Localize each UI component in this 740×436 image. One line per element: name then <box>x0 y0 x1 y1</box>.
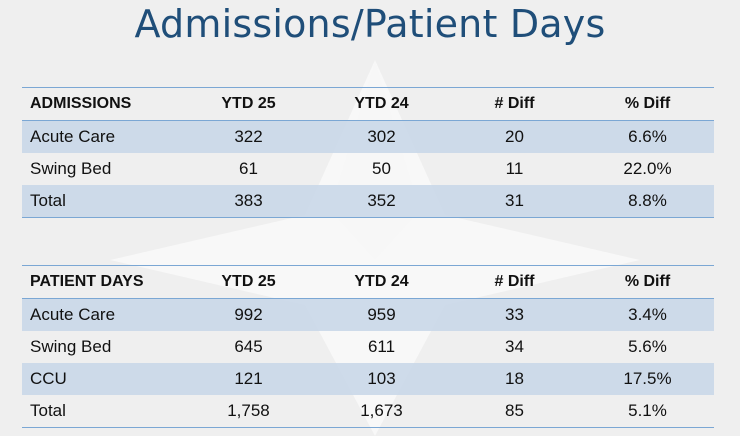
table-header-row: ADMISSIONS YTD 25 YTD 24 # Diff % Diff <box>22 87 714 121</box>
table-row: Swing Bed 645 611 34 5.6% <box>22 331 714 363</box>
pct-diff-cell: 6.6% <box>628 127 667 146</box>
header-cell: YTD 24 <box>354 95 409 112</box>
ytd25-cell: 645 <box>234 337 263 356</box>
ytd24-cell: 302 <box>367 127 396 146</box>
diff-cell: 31 <box>505 191 524 210</box>
ytd25-cell: 322 <box>234 127 263 146</box>
header-cell: % Diff <box>624 273 671 290</box>
row-label: Acute Care <box>30 305 116 324</box>
ytd24-cell: 959 <box>367 305 396 324</box>
diff-cell: 33 <box>505 305 524 324</box>
row-label: Acute Care <box>30 127 116 146</box>
header-cell: PATIENT DAYS <box>30 273 144 290</box>
ytd24-cell: 352 <box>367 191 396 210</box>
ytd25-cell: 1,758 <box>227 401 270 420</box>
header-cell: YTD 25 <box>221 273 276 290</box>
table-row: Acute Care 992 959 33 3.4% <box>22 298 714 331</box>
diff-cell: 20 <box>505 127 524 146</box>
diff-cell: 34 <box>505 337 524 356</box>
header-cell: ADMISSIONS <box>30 95 132 112</box>
row-label: Total <box>30 401 66 420</box>
ytd24-cell: 50 <box>372 159 391 178</box>
header-cell: % Diff <box>624 95 671 112</box>
header-cell: # Diff <box>494 273 535 290</box>
ytd25-cell: 992 <box>234 305 263 324</box>
table-row: Total 1,758 1,673 85 5.1% <box>22 395 714 428</box>
row-label: Total <box>30 191 66 210</box>
table-row: CCU 121 103 18 17.5% <box>22 363 714 395</box>
pct-diff-cell: 8.8% <box>628 191 667 210</box>
pct-diff-cell: 5.1% <box>628 401 667 420</box>
diff-cell: 18 <box>505 369 524 388</box>
diff-cell: 85 <box>505 401 524 420</box>
ytd25-cell: 121 <box>234 369 263 388</box>
header-cell: # Diff <box>494 95 535 112</box>
pct-diff-cell: 3.4% <box>628 305 667 324</box>
ytd25-cell: 61 <box>239 159 258 178</box>
patient-days-table: PATIENT DAYS YTD 25 YTD 24 # Diff % Diff… <box>22 265 714 428</box>
header-cell: YTD 25 <box>221 95 276 112</box>
table-row: Swing Bed 61 50 11 22.0% <box>22 153 714 185</box>
page-title: Admissions/Patient Days <box>134 2 606 46</box>
pct-diff-cell: 5.6% <box>628 337 667 356</box>
header-cell: YTD 24 <box>354 273 409 290</box>
admissions-table: ADMISSIONS YTD 25 YTD 24 # Diff % Diff A… <box>22 87 714 218</box>
table-header-row: PATIENT DAYS YTD 25 YTD 24 # Diff % Diff <box>22 265 714 299</box>
diff-cell: 11 <box>505 159 524 178</box>
row-label: Swing Bed <box>30 337 112 356</box>
table-row: Acute Care 322 302 20 6.6% <box>22 120 714 153</box>
ytd24-cell: 103 <box>367 369 396 388</box>
pct-diff-cell: 17.5% <box>623 369 672 388</box>
pct-diff-cell: 22.0% <box>623 159 672 178</box>
ytd24-cell: 1,673 <box>360 401 403 420</box>
ytd25-cell: 383 <box>234 191 263 210</box>
ytd24-cell: 611 <box>367 337 396 356</box>
row-label: Swing Bed <box>30 159 112 178</box>
row-label: CCU <box>30 369 67 388</box>
table-row: Total 383 352 31 8.8% <box>22 185 714 218</box>
